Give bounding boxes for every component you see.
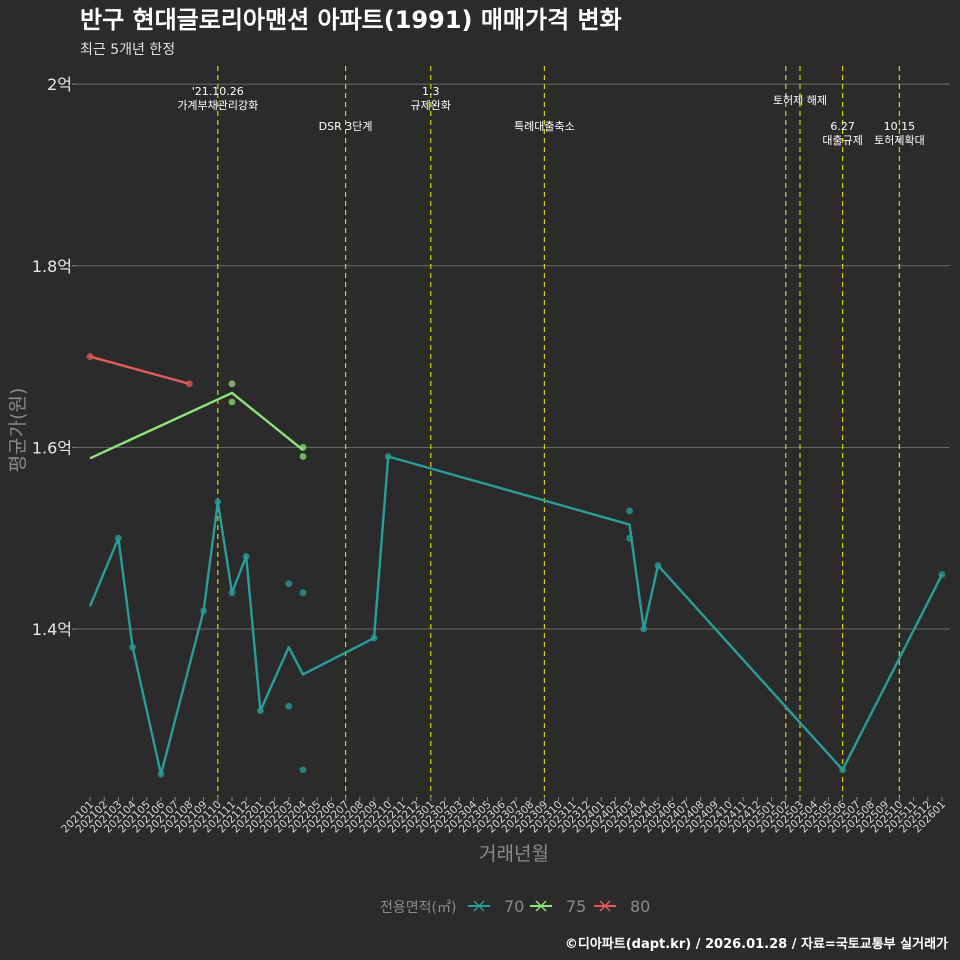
data-point-70 [626,534,633,542]
legend-key-mark [599,900,611,912]
data-point-70 [228,589,236,597]
chart-title: 반구 현대글로리아맨션 아파트(1991) 매매가격 변화 [80,6,622,34]
data-point-70 [129,643,137,651]
legend-key-mark [473,900,485,912]
x-axis: 2021012021022021032021042021052021062021… [59,797,948,835]
data-point-70 [839,766,846,774]
data-point-70 [938,571,946,578]
event-label: 특례대출축소 [514,120,575,133]
data-point-70 [242,552,250,560]
y-tick-label: 2억 [47,75,72,94]
data-point-70 [384,453,392,460]
data-point-70 [257,707,264,715]
data-point-80 [186,380,193,388]
series-line-80 [89,355,190,385]
data-point-75 [228,380,236,388]
y-tick-label: 1.8억 [32,257,72,276]
data-point-70 [640,625,648,633]
legend-label: 80 [630,897,650,916]
data-point-70 [299,589,307,597]
event-label: 규제완화 [411,99,451,112]
y-tick-label: 1.6억 [32,438,72,457]
series-line-75 [89,391,304,460]
data-point-75 [228,398,236,406]
event-label: 토허제확대 [874,134,925,147]
series-layer [86,353,946,778]
legend-label: 75 [566,897,586,916]
event-label: 1.3 [422,85,440,98]
event-label: 가계부채관리강화 [177,99,258,112]
data-point-70 [285,702,293,710]
legend: 전용면적(㎡) 70 75 80 [380,897,650,916]
event-label: 토허제 해제 [773,93,827,107]
data-point-80 [86,353,94,360]
data-point-70 [200,607,208,615]
event-label: 10.15 [884,120,916,133]
legend-label: 70 [504,897,524,916]
legend-key-mark [535,900,547,912]
y-tick-label: 1.4억 [32,620,72,639]
data-point-70 [654,562,662,569]
data-point-75 [299,443,307,451]
x-axis-title: 거래년월 [479,843,549,865]
event-label: '21.10.26 [192,85,244,98]
y-axis-title: 평균가(원) [7,388,29,473]
data-point-70 [370,634,378,642]
data-point-70 [626,507,633,515]
footer-credit: ©디아파트(dapt.kr) / 2026.01.28 / 자료=국토교통부 실… [565,936,948,952]
data-point-70 [157,770,165,778]
data-point-70 [285,580,293,588]
data-point-70 [115,534,122,542]
y-axis: 1.4억 1.6억 1.8억 2억 [32,75,76,639]
data-point-75 [299,453,307,460]
data-point-70 [214,498,222,506]
data-point-70 [299,766,307,774]
event-label: 대출규제 [822,134,862,147]
chart-subtitle: 최근 5개년 한정 [80,42,175,58]
legend-title: 전용면적(㎡) [380,900,456,916]
series-line-70 [88,455,944,776]
grid-lines [76,83,950,630]
event-label: DSR 3단계 [319,120,373,133]
event-label: 6.27 [830,120,855,133]
